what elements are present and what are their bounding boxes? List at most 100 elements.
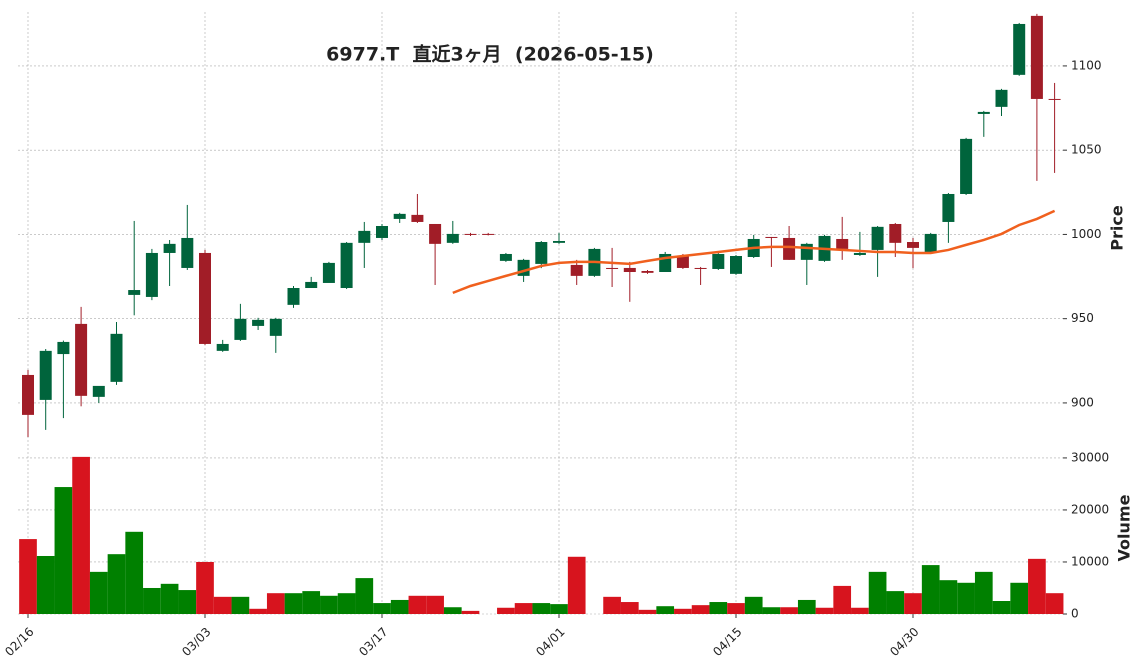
candle-body (641, 270, 654, 273)
volume-bar (992, 600, 1011, 614)
candle-body (783, 237, 796, 260)
candle-body (234, 318, 247, 340)
volume-bar (656, 606, 675, 614)
volume-bar (851, 607, 869, 614)
volume-bar (1028, 558, 1046, 614)
candle-body (305, 281, 318, 289)
candle-body (216, 343, 229, 351)
candle-body (517, 259, 530, 276)
y-tick-label: 1050 (1071, 143, 1102, 157)
candle-body (871, 226, 884, 250)
y-tick-label: 1100 (1071, 58, 1102, 72)
candle-body (39, 350, 52, 400)
candle-body (340, 242, 353, 289)
volume-bar (797, 599, 816, 614)
volume-bar (674, 608, 692, 614)
candle-body (676, 255, 689, 268)
volume-bar (780, 607, 798, 614)
candle-body (499, 253, 512, 261)
y-tick-label: 950 (1071, 311, 1094, 325)
volume-bar (709, 602, 728, 614)
candle-body (446, 233, 459, 243)
volume-bar (974, 571, 993, 614)
candle-body (712, 253, 725, 269)
candle-body (907, 242, 919, 248)
candle-body (269, 318, 282, 336)
candle-body (252, 319, 265, 326)
volume-bar (213, 596, 232, 614)
volume-bar (266, 593, 285, 614)
volume-bar (284, 593, 303, 614)
y2-tick-label: 0 (1071, 607, 1079, 621)
candle-body (464, 233, 477, 235)
volume-bar (957, 582, 975, 614)
candle-body (535, 242, 548, 264)
volume-bar (904, 593, 922, 614)
volume-bar (390, 599, 409, 614)
candle-body (22, 374, 34, 415)
volume-bar (72, 456, 90, 614)
candle-body (765, 236, 778, 238)
volume-bar (1045, 593, 1064, 614)
candle-body (1013, 23, 1026, 75)
x-tick-label: 04/01 (533, 625, 567, 659)
x-tick-label: 04/30 (887, 625, 921, 659)
volume-bar (762, 607, 781, 614)
volume-bar (426, 595, 444, 614)
candle-body (853, 252, 866, 255)
candle-body (606, 267, 619, 269)
candle-body (358, 230, 371, 243)
volume-bar (249, 608, 267, 614)
volume-bar (355, 578, 374, 614)
volume-bar (815, 607, 834, 614)
volume-bar (550, 604, 568, 614)
volume-bar (567, 556, 586, 614)
volume-bar (373, 603, 391, 614)
volume-bar (514, 603, 533, 614)
candle-body (730, 255, 742, 274)
candle-body (623, 267, 636, 273)
y2-tick-label: 10000 (1071, 554, 1109, 568)
y2-tick-label: 30000 (1071, 450, 1109, 464)
volume-bar (337, 593, 356, 614)
volume-bar (833, 585, 852, 614)
candle-body (393, 213, 406, 219)
volume-bar (231, 596, 250, 614)
volume-bar (160, 583, 179, 614)
candle-body (57, 341, 70, 355)
candle-body (75, 323, 88, 396)
volume-bar (921, 565, 940, 614)
candle-body (800, 243, 813, 260)
volume-bar (691, 605, 710, 614)
candle-body (199, 252, 211, 344)
candle-body (322, 262, 335, 283)
x-tick-label: 03/17 (356, 625, 390, 659)
volume-bar (54, 487, 73, 614)
volume-bar (1010, 582, 1029, 614)
volume-bar (744, 596, 763, 614)
volume-bar (302, 591, 321, 614)
candle-body (694, 267, 707, 269)
chart-title: 6977.T 直近3ヶ月 (2026-05-15) (326, 43, 654, 66)
candle-body (128, 290, 141, 295)
candle-body (553, 240, 565, 243)
candle-body (92, 385, 105, 397)
volume-bar (886, 591, 905, 614)
volume-bar (196, 561, 214, 614)
candle-body (376, 226, 388, 238)
candle-body (287, 288, 300, 305)
candle-body (942, 193, 955, 222)
volume-bar (143, 587, 161, 614)
x-tick-label: 02/16 (2, 625, 36, 659)
volume-bar (89, 571, 108, 614)
candle-body (960, 138, 973, 194)
y-tick-label: 900 (1071, 395, 1094, 409)
y-axis-label: Price (1108, 205, 1127, 251)
y-tick-label: 1000 (1071, 227, 1102, 241)
candle-body (145, 252, 158, 297)
x-tick-label: 04/15 (710, 625, 744, 659)
volume-bar (36, 555, 55, 614)
volume-bar (107, 554, 126, 614)
x-tick-label: 03/03 (179, 625, 213, 659)
